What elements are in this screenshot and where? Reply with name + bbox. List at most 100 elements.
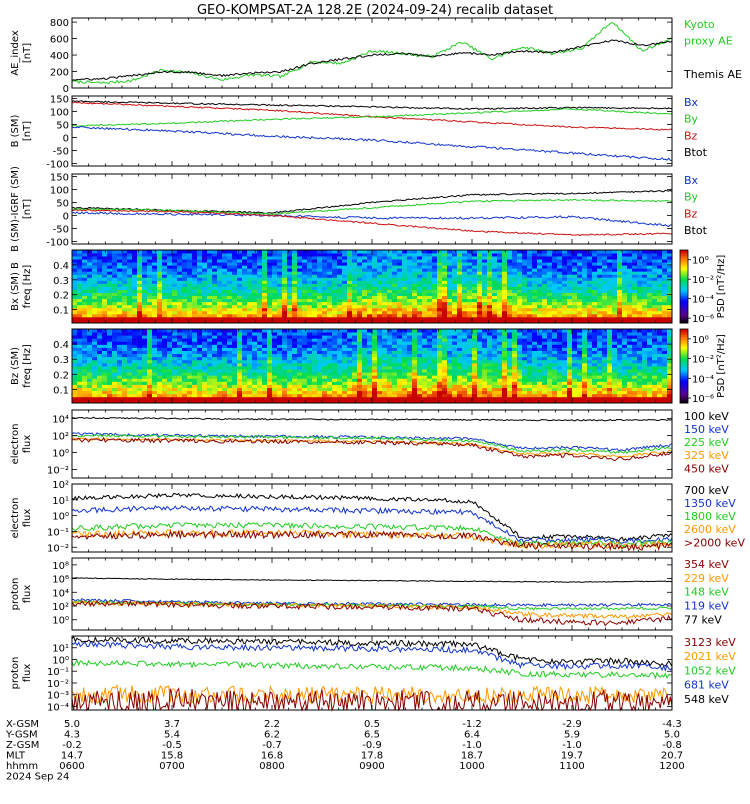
spectrogram-cell	[302, 250, 307, 253]
spectrogram-cell	[592, 280, 597, 283]
spectrogram-cell	[417, 314, 422, 317]
spectrogram-cell	[117, 280, 122, 283]
spectrogram-cell	[107, 360, 112, 363]
spectrogram-cell	[162, 296, 167, 299]
spectrogram-cell	[342, 348, 347, 351]
spectrogram-cell	[77, 302, 82, 305]
spectrogram-cell	[417, 299, 422, 302]
spectrogram-cell	[482, 302, 487, 305]
spectrogram-cell	[637, 290, 642, 293]
spectrogram-cell	[347, 341, 352, 344]
spectrogram-cell	[297, 388, 302, 391]
spectrogram-cell	[372, 283, 377, 286]
spectrogram-cell	[642, 299, 647, 302]
spectrogram-cell	[582, 256, 587, 259]
spectrogram-cell	[162, 268, 167, 271]
spectrogram-cell	[172, 290, 177, 293]
spectrogram-cell	[147, 317, 152, 320]
spectrogram-cell	[137, 290, 142, 293]
spectrogram-cell	[637, 256, 642, 259]
spectrogram-cell	[547, 268, 552, 271]
spectrogram-cell	[142, 357, 147, 360]
spectrogram-cell	[272, 348, 277, 351]
spectrogram-cell	[82, 394, 87, 397]
spectrogram-cell	[117, 397, 122, 400]
spectrogram-cell	[232, 329, 237, 332]
spectrogram-cell	[537, 277, 542, 280]
spectrogram-cell	[182, 296, 187, 299]
spectrogram-cell	[107, 332, 112, 335]
spectrogram-cell	[247, 314, 252, 317]
spectrogram-cell	[212, 296, 217, 299]
spectrogram-cell	[612, 262, 617, 265]
spectrogram-cell	[147, 302, 152, 305]
spectrogram-cell	[347, 308, 352, 311]
spectrogram-cell	[352, 259, 357, 262]
spectrogram-cell	[527, 287, 532, 290]
spectrogram-cell	[162, 335, 167, 338]
spectrogram-cell	[162, 372, 167, 375]
spectrogram-cell	[272, 265, 277, 268]
spectrogram-cell	[97, 329, 102, 332]
spectrogram-cell	[217, 360, 222, 363]
spectrogram-cell	[322, 363, 327, 366]
spectrogram-cell	[102, 271, 107, 274]
spectrogram-cell	[302, 299, 307, 302]
spectrogram-cell	[387, 394, 392, 397]
spectrogram-cell	[567, 265, 572, 268]
spectrogram-cells	[72, 250, 672, 323]
spectrogram-cell	[377, 253, 382, 256]
spectrogram-cell	[167, 394, 172, 397]
spectrogram-cell	[227, 338, 232, 341]
spectrogram-cell	[107, 397, 112, 400]
spectrogram-cell	[112, 299, 117, 302]
spectrogram-cell	[402, 363, 407, 366]
spectrogram-cell	[287, 302, 292, 305]
spectrogram-cell	[382, 363, 387, 366]
spectrogram-cell	[397, 271, 402, 274]
spectrogram-cell	[452, 271, 457, 274]
spectrogram-cell	[462, 268, 467, 271]
spectrogram-cell	[282, 366, 287, 369]
spectrogram-cell	[517, 250, 522, 253]
spectrogram-cell	[607, 314, 612, 317]
spectrogram-cell	[367, 259, 372, 262]
spectrogram-cell	[242, 375, 247, 378]
y-tick-label: 600	[50, 35, 69, 46]
spectrogram-cell	[272, 332, 277, 335]
spectrogram-cell	[127, 338, 132, 341]
spectrogram-cell	[187, 253, 192, 256]
spectrogram-cell	[272, 308, 277, 311]
spectrogram-cell	[277, 344, 282, 347]
spectrogram-cell	[532, 274, 537, 277]
spectrogram-cell	[597, 253, 602, 256]
spectrogram-cell	[467, 305, 472, 308]
spectrogram-cell	[412, 256, 417, 259]
legend-entry: Themis AE	[683, 68, 742, 81]
spectrogram-cell	[557, 299, 562, 302]
spectrogram-cell	[157, 317, 162, 320]
spectrogram-cell	[327, 378, 332, 381]
spectrogram-cell	[467, 253, 472, 256]
spectrogram-cell	[107, 372, 112, 375]
spectrogram-cell	[337, 332, 342, 335]
spectrogram-cell	[417, 311, 422, 314]
spectrogram-cell	[372, 274, 377, 277]
spectrogram-cell	[212, 274, 217, 277]
spectrogram-cell	[577, 296, 582, 299]
spectrogram-cell	[422, 262, 427, 265]
spectrogram-cell	[552, 311, 557, 314]
spectrogram-cell	[212, 391, 217, 394]
spectrogram-cell	[637, 259, 642, 262]
spectrogram-cell	[152, 271, 157, 274]
spectrogram-cell	[337, 385, 342, 388]
spectrogram-cell	[227, 372, 232, 375]
spectrogram-cell	[127, 369, 132, 372]
spectrogram-cell	[507, 253, 512, 256]
spectrogram-cell	[227, 265, 232, 268]
spectrogram-cell	[322, 366, 327, 369]
spectrogram-cell	[217, 287, 222, 290]
spectrogram-cell	[512, 256, 517, 259]
spectrogram-cell	[272, 397, 277, 400]
